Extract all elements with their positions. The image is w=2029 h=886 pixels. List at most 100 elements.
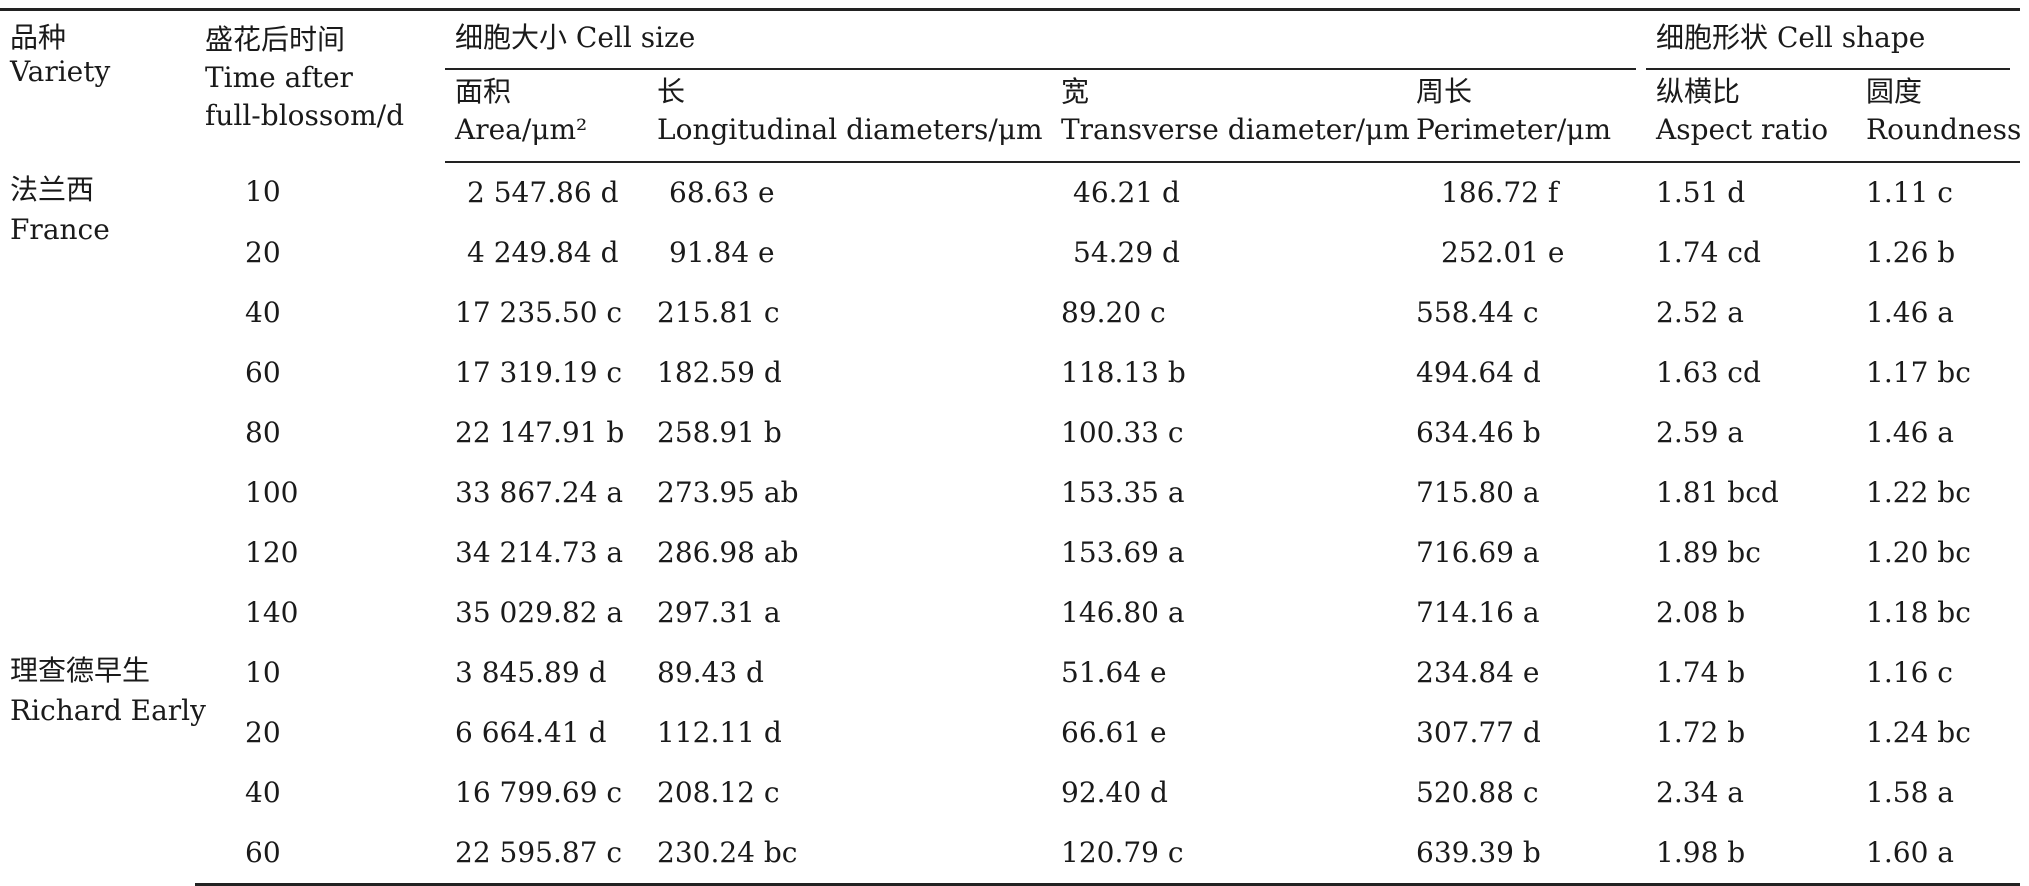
table-row: 60 22 595.87 c 230.24 bc 120.79 c 639.39 b 1.… <box>0 823 2021 886</box>
longitudinal-cell: 89.43 d <box>657 656 764 689</box>
header-time: 盛花后时间 Time after full-blossom/d <box>195 8 445 162</box>
roundness-cell: 1.58 a <box>1866 776 1954 809</box>
aspect-ratio-cell: 1.89 bc <box>1656 536 1761 569</box>
transverse-cell: 146.80 a <box>1061 596 1185 629</box>
perimeter-cell: 252.01 e <box>1441 236 1565 269</box>
header-transverse-cn: 宽 <box>1061 75 1090 108</box>
table-row: 理查德早生 Richard Early 10 3 845.89 d 89.43 d 51.… <box>0 643 2020 727</box>
area-cell: 22 147.91 b <box>455 416 625 449</box>
longitudinal-cell: 297.31 a <box>657 596 781 629</box>
time-cell: 20 <box>245 236 281 269</box>
variety-cell: 理查德早生 Richard Early <box>0 643 206 885</box>
area-cell: 33 867.24 a <box>455 476 624 509</box>
roundness-cell: 1.46 a <box>1866 416 1954 449</box>
roundness-cell: 1.26 b <box>1866 236 1956 269</box>
longitudinal-cell: 208.12 c <box>657 776 780 809</box>
aspect-ratio-cell: 1.81 bcd <box>1656 476 1779 509</box>
header-cell-shape: 细胞形状 Cell shape <box>1646 8 2021 71</box>
header-transverse-en: Transverse diameter/μm <box>1061 113 1410 146</box>
perimeter-cell: 639.39 b <box>1406 823 1647 886</box>
aspect-ratio-cell: 1.51 d <box>1656 176 1746 209</box>
perimeter-cell: 715.80 a <box>1416 476 1540 509</box>
variety-cell: 法兰西 France <box>0 162 195 643</box>
transverse-cell: 100.33 c <box>1061 416 1184 449</box>
roundness-cell: 1.20 bc <box>1866 536 1971 569</box>
time-cell: 20 <box>245 716 281 749</box>
header-roundness-en: Roundness <box>1866 113 2022 146</box>
time-cell: 10 <box>245 175 281 208</box>
aspect-ratio-cell: 2.34 a <box>1656 776 1744 809</box>
area-cell: 22 595.87 c <box>445 823 647 886</box>
area-cell: 17 235.50 c <box>455 296 623 329</box>
aspect-ratio-cell: 1.74 cd <box>1656 236 1761 269</box>
header-variety-en: Variety <box>10 55 111 88</box>
header-perimeter-en: Perimeter/μm <box>1416 113 1612 146</box>
perimeter-cell: 714.16 a <box>1416 596 1540 629</box>
area-cell: 16 799.69 c <box>455 776 623 809</box>
header-cell-size: 细胞大小 Cell size <box>445 8 1647 71</box>
area-cell: 17 319.19 c <box>455 356 623 389</box>
header-area-en: Area/μm² <box>455 113 588 146</box>
time-cell: 40 <box>245 296 281 329</box>
longitudinal-cell: 258.91 b <box>657 416 782 449</box>
header-aspect-cn: 纵横比 <box>1656 75 1741 108</box>
table-row: 140 35 029.82 a 297.31 a 146.80 a 714.16 a 2.… <box>0 583 2020 643</box>
aspect-ratio-cell: 1.98 b <box>1646 823 1857 886</box>
perimeter-cell: 234.84 e <box>1416 656 1540 689</box>
transverse-cell: 46.21 d <box>1073 176 1180 209</box>
header-area-cn: 面积 <box>455 75 512 108</box>
area-cell: 3 845.89 d <box>455 656 607 689</box>
longitudinal-cell: 215.81 c <box>657 296 780 329</box>
longitudinal-cell: 230.24 bc <box>647 823 1051 886</box>
longitudinal-cell: 91.84 e <box>669 236 775 269</box>
cell-size-shape-table: 品种 Variety 盛花后时间 Time after full-blossom… <box>0 8 2022 886</box>
aspect-ratio-cell: 1.63 cd <box>1656 356 1761 389</box>
header-time-cn: 盛花后时间 <box>205 23 346 56</box>
perimeter-cell: 634.46 b <box>1416 416 1541 449</box>
table-row: 40 16 799.69 c 208.12 c 92.40 d 520.88 c 2.34… <box>0 763 2020 823</box>
header-transverse: 宽 Transverse diameter/μm <box>1051 69 1410 163</box>
header-aspect-en: Aspect ratio <box>1656 113 1829 146</box>
roundness-cell: 1.46 a <box>1866 296 1954 329</box>
transverse-cell: 54.29 d <box>1073 236 1180 269</box>
table-body: 法兰西 France 10 2 547.86 d 68.63 e 46.21 d 186.7… <box>0 162 2021 886</box>
area-cell: 35 029.82 a <box>455 596 624 629</box>
transverse-cell: 153.35 a <box>1061 476 1185 509</box>
table-row: 120 34 214.73 a 286.98 ab 153.69 a 716.69 a 1… <box>0 523 2020 583</box>
variety-name-cn: 法兰西 <box>10 173 95 206</box>
table-row: 100 33 867.24 a 273.95 ab 153.35 a 715.80 a 1… <box>0 463 2020 523</box>
transverse-cell: 92.40 d <box>1061 776 1168 809</box>
aspect-ratio-cell: 1.72 b <box>1656 716 1746 749</box>
time-cell: 60 <box>195 823 445 886</box>
time-cell: 100 <box>245 476 299 509</box>
area-cell: 4 249.84 d <box>467 236 619 269</box>
longitudinal-cell: 286.98 ab <box>657 536 799 569</box>
transverse-cell: 66.61 e <box>1061 716 1167 749</box>
table-row: 80 22 147.91 b 258.91 b 100.33 c 634.46 b 2.5… <box>0 403 2020 463</box>
time-cell: 10 <box>245 656 281 689</box>
roundness-cell: 1.16 c <box>1866 656 1953 689</box>
roundness-cell: 1.18 bc <box>1866 596 1971 629</box>
header-time-en-1: Time after <box>205 61 353 94</box>
area-cell: 2 547.86 d <box>467 176 619 209</box>
header-roundness: 圆度 Roundness <box>1856 69 2022 163</box>
roundness-cell: 1.24 bc <box>1866 716 1971 749</box>
time-cell: 120 <box>245 536 299 569</box>
longitudinal-cell: 273.95 ab <box>657 476 799 509</box>
aspect-ratio-cell: 2.08 b <box>1656 596 1746 629</box>
perimeter-cell: 520.88 c <box>1416 776 1539 809</box>
table-row: 法兰西 France 10 2 547.86 d 68.63 e 46.21 d 186.7… <box>0 162 2020 246</box>
table-header: 品种 Variety 盛花后时间 Time after full-blossom… <box>0 8 2022 163</box>
table-row: 20 6 664.41 d 112.11 d 66.61 e 307.77 d 1.72 … <box>0 703 2020 763</box>
transverse-cell: 118.13 b <box>1061 356 1186 389</box>
header-roundness-cn: 圆度 <box>1866 75 1923 108</box>
perimeter-cell: 186.72 f <box>1441 176 1559 209</box>
roundness-cell: 1.22 bc <box>1866 476 1971 509</box>
roundness-cell: 1.60 a <box>1856 823 2021 886</box>
header-variety-cn: 品种 <box>10 21 67 54</box>
time-cell: 40 <box>245 776 281 809</box>
header-area: 面积 Area/μm² <box>445 69 647 163</box>
variety-name-cn: 理查德早生 <box>10 654 151 687</box>
header-perimeter-cn: 周长 <box>1416 75 1473 108</box>
header-time-en-2: full-blossom/d <box>205 99 405 132</box>
